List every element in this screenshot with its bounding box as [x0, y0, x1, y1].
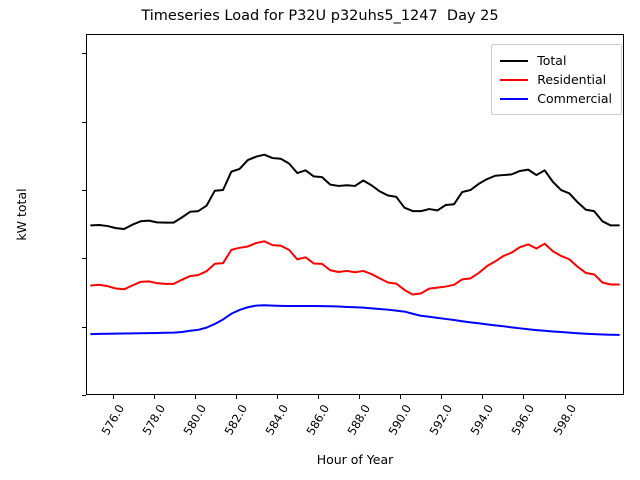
- chart-title: Timeseries Load for P32U p32uhs5_1247 Da…: [141, 8, 499, 24]
- x-axis-label: Hour of Year: [316, 452, 394, 467]
- legend-color-swatch: [500, 78, 529, 81]
- legend-item[interactable]: Residential: [500, 70, 612, 89]
- y-tick-mark: [82, 326, 86, 328]
- y-tick-mark: [82, 258, 86, 260]
- y-axis-label: kW total: [14, 188, 29, 241]
- legend-label: Residential: [537, 72, 607, 87]
- series-line-residential: [91, 241, 619, 294]
- legend-color-swatch: [500, 59, 529, 62]
- y-tick-mark: [82, 395, 86, 397]
- x-tick-mark: [235, 395, 237, 399]
- legend-item[interactable]: Commercial: [500, 89, 612, 108]
- x-tick-mark: [482, 395, 484, 399]
- chart-legend: Total Residential Commercial: [491, 44, 622, 115]
- x-tick-mark: [441, 395, 443, 399]
- x-tick-mark: [564, 395, 566, 399]
- x-tick-mark: [359, 395, 361, 399]
- x-tick-mark: [194, 395, 196, 399]
- y-tick-mark: [82, 121, 86, 123]
- series-line-commercial: [91, 305, 619, 335]
- x-tick-mark: [153, 395, 155, 399]
- legend-label: Commercial: [537, 91, 612, 106]
- series-line-total: [91, 155, 619, 229]
- x-tick-mark: [400, 395, 402, 399]
- plot-lines: [87, 35, 623, 394]
- legend-item[interactable]: Total: [500, 51, 612, 70]
- x-tick-mark: [277, 395, 279, 399]
- y-tick-mark: [82, 53, 86, 55]
- x-tick-mark: [112, 395, 114, 399]
- y-tick-mark: [82, 189, 86, 191]
- legend-label: Total: [537, 53, 567, 68]
- legend-color-swatch: [500, 97, 529, 100]
- x-tick-mark: [523, 395, 525, 399]
- x-tick-mark: [318, 395, 320, 399]
